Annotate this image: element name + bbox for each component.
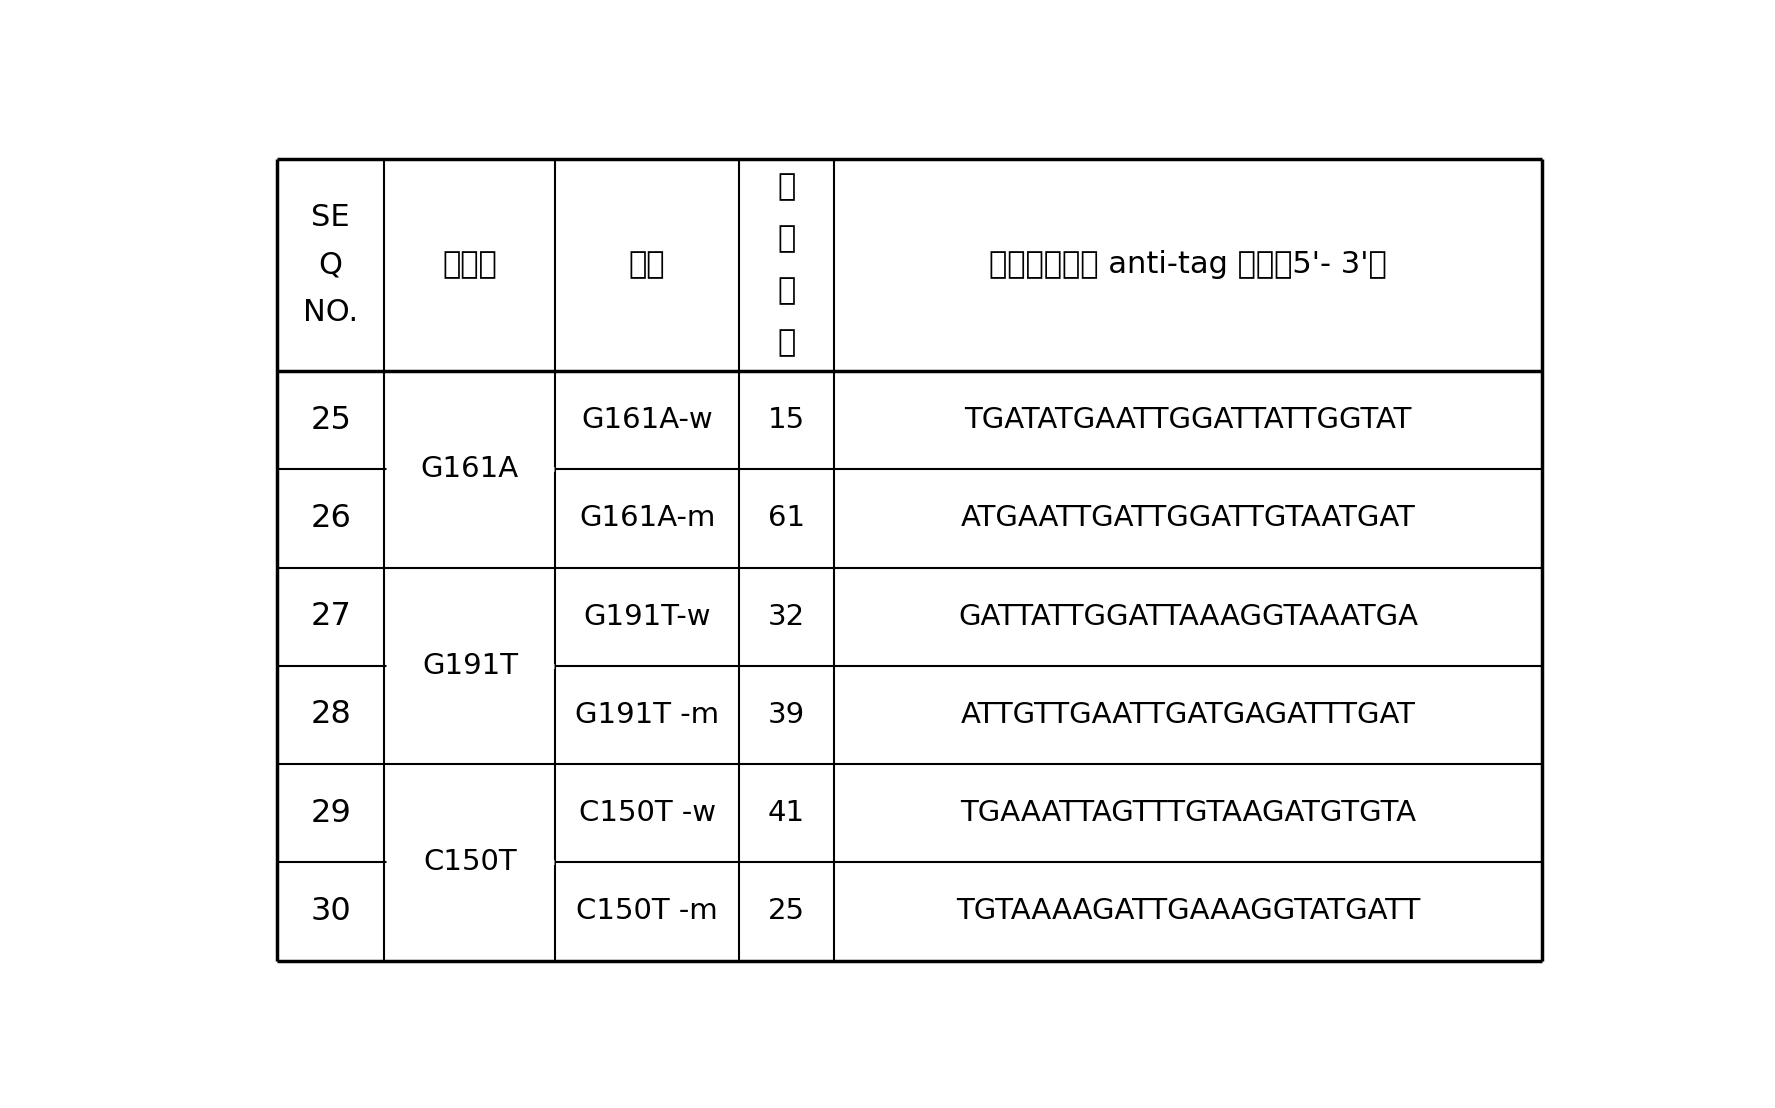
Text: 61: 61 xyxy=(769,504,804,533)
Text: 28: 28 xyxy=(311,699,351,730)
Text: 32: 32 xyxy=(769,603,804,630)
Text: GATTATTGGATTAAAGGTAAATGA: GATTATTGGATTAAAGGTAAATGA xyxy=(959,603,1418,630)
Text: G161A: G161A xyxy=(421,455,518,483)
Text: 41: 41 xyxy=(769,799,804,828)
Text: G161A-w: G161A-w xyxy=(580,407,714,434)
Text: G161A-m: G161A-m xyxy=(579,504,715,533)
Text: ATTGTTGAATTGATGAGATTTGAT: ATTGTTGAATTGATGAGATTTGAT xyxy=(960,701,1415,729)
Text: C150T -w: C150T -w xyxy=(579,799,715,828)
Text: 30: 30 xyxy=(311,896,351,927)
Text: 26: 26 xyxy=(311,503,351,534)
Text: 微
球
编
号: 微 球 编 号 xyxy=(777,173,795,357)
Text: G191T-w: G191T-w xyxy=(584,603,712,630)
Text: TGTAAAAGATTGAAAGGTATGATT: TGTAAAAGATTGAAAGGTATGATT xyxy=(957,897,1420,925)
Text: TGATATGAATTGGATTATTGGTAT: TGATATGAATTGGATTATTGGTAT xyxy=(964,407,1411,434)
Text: 27: 27 xyxy=(311,602,351,633)
Text: 微球上对应的 anti-tag 序列（5'- 3'）: 微球上对应的 anti-tag 序列（5'- 3'） xyxy=(989,250,1386,279)
Text: G191T: G191T xyxy=(422,652,518,680)
Text: 39: 39 xyxy=(769,701,804,729)
Text: 25: 25 xyxy=(769,897,804,925)
Text: ATGAATTGATTGGATTGTAATGAT: ATGAATTGATTGGATTGTAATGAT xyxy=(960,504,1415,533)
Text: G191T -m: G191T -m xyxy=(575,701,719,729)
Text: 类型: 类型 xyxy=(628,250,666,279)
Text: TGAAATTAGTTTGTAAGATGTGTA: TGAAATTAGTTTGTAAGATGTGTA xyxy=(960,799,1416,828)
Text: 基因型: 基因型 xyxy=(442,250,497,279)
Text: 15: 15 xyxy=(769,407,804,434)
Text: C150T -m: C150T -m xyxy=(577,897,717,925)
Text: SE
Q
NO.: SE Q NO. xyxy=(304,203,359,327)
Text: C150T: C150T xyxy=(422,849,517,876)
Text: 29: 29 xyxy=(311,798,351,829)
Text: 25: 25 xyxy=(311,404,351,435)
